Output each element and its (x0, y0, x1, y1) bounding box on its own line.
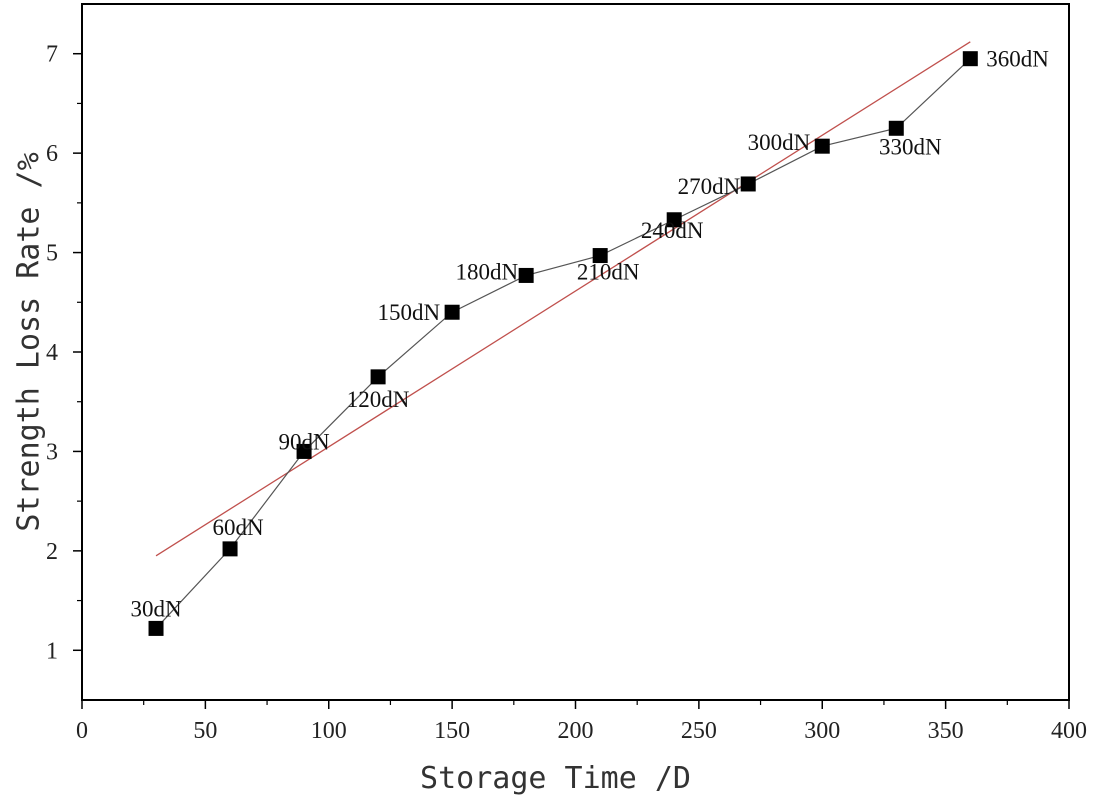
axes (81, 3, 1070, 701)
trendline-layer (155, 41, 971, 557)
plot-frame (81, 3, 1070, 701)
data-point-label: 150dN (378, 300, 441, 325)
data-point-marker (444, 304, 460, 320)
data-point-marker (814, 138, 830, 154)
data-point-label: 30dN (130, 596, 182, 621)
data-point-label: 180dN (456, 259, 519, 284)
y-tick-label: 2 (46, 539, 58, 565)
x-tick-label: 400 (1051, 718, 1087, 744)
ticks: 0 50 100 150 200 250 300 350 400 1 2 3 4 5 6 7 (46, 42, 1087, 744)
x-tick-label: 0 (76, 718, 88, 744)
data-point-marker (888, 120, 904, 136)
data-point-label: 90dN (279, 429, 331, 454)
y-tick-label: 5 (46, 241, 58, 267)
x-tick-label: 350 (928, 718, 964, 744)
series-line (155, 58, 971, 629)
linear-fit-line (155, 41, 971, 557)
data-point-marker (518, 267, 534, 283)
y-axis-title: Strength Loss Rate /% (12, 152, 47, 531)
data-point-label: 300dN (748, 130, 811, 155)
data-point-marker (148, 620, 164, 636)
series-layer (148, 51, 978, 636)
y-tick-label: 6 (46, 141, 58, 167)
data-point-label: 210dN (577, 260, 640, 285)
data-point-marker (740, 176, 756, 192)
y-tick-label: 3 (46, 439, 58, 465)
data-point-label: 120dN (347, 387, 410, 412)
data-point-marker (666, 212, 682, 228)
data-point-marker (296, 443, 312, 459)
data-point-marker (222, 541, 238, 557)
data-point-marker (592, 248, 608, 264)
x-tick-label: 200 (558, 718, 594, 744)
y-tick-label: 4 (46, 340, 58, 366)
data-point-label: 330dN (879, 134, 942, 159)
y-tick-label: 1 (46, 638, 58, 664)
data-point-label: 60dN (212, 515, 264, 540)
x-tick-label: 300 (804, 718, 840, 744)
data-point-label: 360dN (986, 47, 1049, 72)
y-tick-label: 7 (46, 42, 58, 68)
x-tick-label: 250 (681, 718, 717, 744)
x-axis-title: Storage Time /D (420, 761, 691, 796)
x-tick-label: 50 (193, 718, 217, 744)
data-point-label: 270dN (678, 174, 741, 199)
data-point-marker (370, 369, 386, 385)
x-tick-label: 150 (434, 718, 470, 744)
data-point-marker (962, 51, 978, 67)
x-tick-label: 100 (311, 718, 347, 744)
data-point-label: 240dN (641, 218, 704, 243)
